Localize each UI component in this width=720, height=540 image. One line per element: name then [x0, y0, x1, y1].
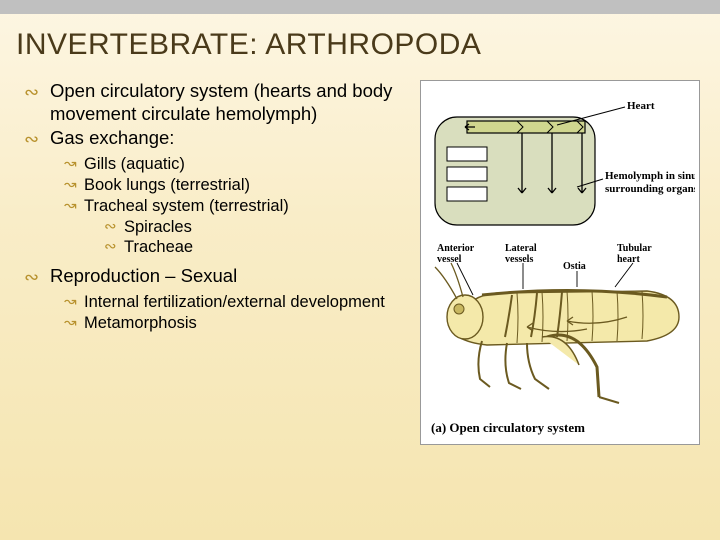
bullet-text: Gas exchange: [50, 127, 174, 148]
sub-item: Book lungs (terrestrial) [64, 175, 414, 195]
bullet-list: Open circulatory system (hearts and body… [24, 80, 414, 333]
sub-text: Tracheal system (terrestrial) [84, 197, 289, 215]
label-vessels: vessels [505, 254, 533, 265]
subsub-text: Tracheae [124, 238, 193, 256]
window-topbar [0, 0, 720, 14]
label-heart2: heart [617, 254, 640, 265]
sub-text: Gills (aquatic) [84, 155, 185, 173]
diagram-box: Heart Hemolymph in sinuses surrounding o… [420, 80, 700, 445]
schematic-svg: Heart Hemolymph in sinuses surrounding o… [427, 87, 695, 237]
sub-item: Gills (aquatic) [64, 154, 414, 174]
sub-list: Internal fertilization/external developm… [64, 292, 414, 333]
sub-list: Gills (aquatic) Book lungs (terrestrial)… [64, 154, 414, 258]
page-title: INVERTEBRATE: ARTHROPODA [0, 14, 720, 80]
subsub-list: Spiracles Tracheae [104, 217, 414, 257]
bullet-text: Reproduction – Sexual [50, 265, 237, 286]
bullet-text: Open circulatory system (hearts and body… [50, 80, 392, 124]
label-anterior: Anterior [437, 243, 475, 254]
subsub-item: Spiracles [104, 217, 414, 237]
sub-text: Metamorphosis [84, 314, 197, 332]
bullet-item: Gas exchange: Gills (aquatic) Book lungs… [24, 127, 414, 257]
sub-text: Internal fertilization/external developm… [84, 293, 385, 311]
diagram-caption: (a) Open circulatory system [427, 412, 693, 438]
sub-item: Tracheal system (terrestrial) Spiracles … [64, 196, 414, 257]
label-tubular: Tubular [617, 243, 652, 254]
content-row: Open circulatory system (hearts and body… [0, 80, 720, 445]
label-ostia: Ostia [563, 261, 586, 272]
sub-item: Metamorphosis [64, 313, 414, 333]
sub-item: Internal fertilization/external developm… [64, 292, 414, 312]
bullet-column: Open circulatory system (hearts and body… [24, 80, 414, 445]
bullet-item: Reproduction – Sexual Internal fertiliza… [24, 265, 414, 333]
sub-text: Book lungs (terrestrial) [84, 176, 250, 194]
diagram-column: Heart Hemolymph in sinuses surrounding o… [420, 80, 710, 445]
label-heart: Heart [627, 100, 655, 112]
label-vessel: vessel [437, 254, 462, 265]
bullet-item: Open circulatory system (hearts and body… [24, 80, 414, 125]
subsub-text: Spiracles [124, 218, 192, 236]
label-hemo2: surrounding organs [605, 183, 695, 195]
label-lateral: Lateral [505, 243, 537, 254]
subsub-item: Tracheae [104, 237, 414, 257]
label-hemo1: Hemolymph in sinuses [605, 170, 695, 182]
grasshopper-svg: Anterior vessel Lateral vessels Tubular … [427, 237, 695, 412]
